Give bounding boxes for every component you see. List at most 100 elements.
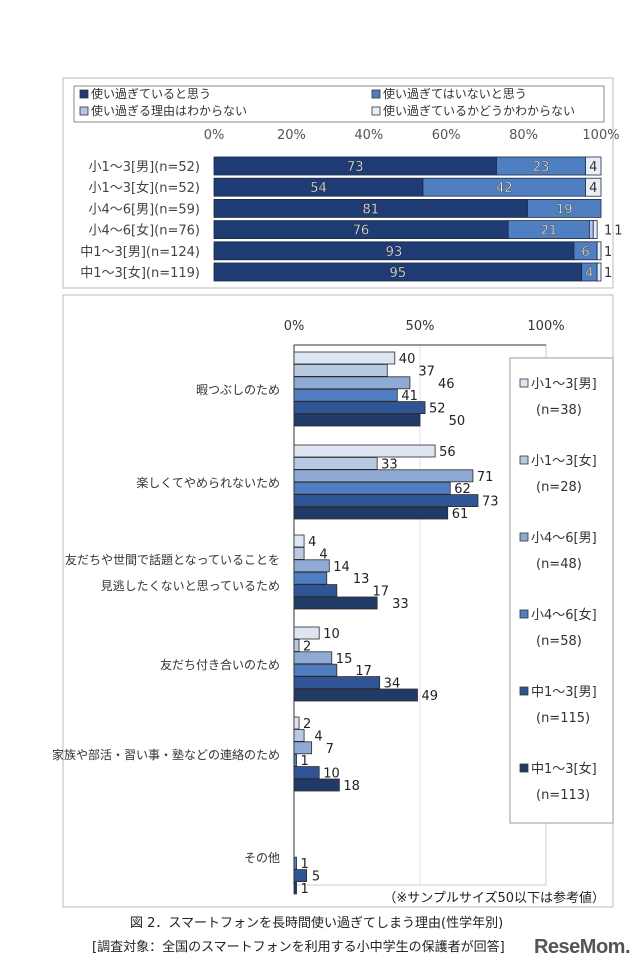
data-label: 4 <box>589 181 597 196</box>
data-label: 81 <box>362 202 379 217</box>
bar <box>293 559 330 573</box>
x-tick-label: 20% <box>277 128 306 143</box>
category-label: 中1～3[男](n=124) <box>80 245 200 260</box>
category-label: 家族や部活・習い事・塾などの連絡のため <box>52 747 280 762</box>
bar <box>293 881 297 895</box>
bar <box>293 778 340 792</box>
data-label: 1 <box>301 857 309 872</box>
category-label: その他 <box>244 851 280 865</box>
legend-label: 中1～3[女] <box>531 761 597 777</box>
legend-n: (n=48) <box>536 557 582 572</box>
data-label: 23 <box>533 160 550 175</box>
x-tick-label: 100% <box>582 128 619 143</box>
legend-n: (n=113) <box>536 788 590 803</box>
category-label: 暇つぶしのため <box>196 383 280 397</box>
category-label: 見逃したくないと思っているため <box>101 579 280 593</box>
data-label: 4 <box>314 729 322 744</box>
data-label: 4 <box>589 160 597 175</box>
data-label: 10 <box>323 767 340 782</box>
data-label: 93 <box>386 245 403 260</box>
data-label: 33 <box>392 597 409 612</box>
legend-label: 小4～6[男] <box>531 531 597 546</box>
x-tick-label: 0% <box>284 319 305 334</box>
data-label: 95 <box>390 266 407 281</box>
data-label: 50 <box>449 414 466 429</box>
data-label: 37 <box>418 364 435 379</box>
legend-label: 小1～3[男] <box>531 377 597 392</box>
top-legend-box <box>73 85 605 123</box>
bar <box>293 663 338 677</box>
bar <box>293 456 378 470</box>
bar <box>293 547 305 560</box>
stacked-bar-segment <box>527 198 602 218</box>
category-label: 楽しくてやめられないため <box>136 476 280 490</box>
bar <box>293 506 449 520</box>
data-label: 2 <box>303 639 311 654</box>
bottom-legend-box <box>509 357 614 824</box>
legend-label: 使い過ぎてはいないと思う <box>383 86 527 101</box>
bar <box>293 363 388 377</box>
bar <box>293 444 436 458</box>
data-label: 49 <box>421 689 438 704</box>
legend-n: (n=115) <box>536 711 590 726</box>
data-label: 1 <box>301 882 309 897</box>
data-label: 10 <box>323 627 340 642</box>
data-label: 52 <box>429 402 446 417</box>
bar <box>293 729 305 742</box>
legend-n: (n=58) <box>536 634 582 649</box>
resemom-logo: ReseMom. <box>533 936 631 958</box>
category-label: 小1～3[女](n=52) <box>88 180 200 196</box>
legend-swatch <box>519 763 529 773</box>
sample-size-note: （※サンプルサイズ50以下は参考値） <box>383 890 605 906</box>
bar <box>293 481 451 495</box>
data-label: 1 <box>604 266 612 281</box>
legend-swatch <box>519 609 529 619</box>
data-label: 4 <box>308 535 316 550</box>
data-label: 34 <box>384 677 401 692</box>
category-label: 中1～3[女](n=119) <box>80 265 200 281</box>
stacked-bar-segment <box>588 220 594 240</box>
bar <box>293 869 308 882</box>
x-tick-label: 60% <box>432 128 461 143</box>
stacked-bar-segment <box>596 262 602 282</box>
data-label: 19 <box>556 202 573 217</box>
x-tick-label: 50% <box>406 319 435 334</box>
data-label: 73 <box>482 495 499 510</box>
bar <box>293 651 333 665</box>
bar <box>293 351 396 365</box>
category-label: 友だち付き合いのため <box>160 657 280 672</box>
data-label: 1 <box>614 224 622 239</box>
data-label: 73 <box>347 160 364 175</box>
data-label: 14 <box>333 560 350 575</box>
legend-swatch <box>79 89 89 99</box>
data-label: 76 <box>353 224 370 239</box>
bar <box>293 741 313 755</box>
legend-label: 中1～3[男] <box>531 685 597 700</box>
x-tick-label: 0% <box>204 128 225 143</box>
bar <box>293 766 320 779</box>
bar <box>293 534 305 548</box>
legend-label: 使い過ぎているかどうかわからない <box>383 103 575 118</box>
stacked-bar-segment <box>585 156 602 176</box>
data-label: 17 <box>372 585 389 600</box>
data-label: 4 <box>319 547 327 562</box>
data-label: 15 <box>336 652 353 667</box>
data-label: 6 <box>581 245 589 260</box>
bar <box>293 856 297 870</box>
data-label: 40 <box>399 352 416 367</box>
legend-swatch <box>519 455 529 465</box>
top-chart-frame <box>62 77 614 289</box>
stacked-bar-segment <box>596 241 602 261</box>
figure-title: 図 2．スマートフォンを長時間使い過ぎてしまう理由(性学年別) <box>130 916 504 931</box>
bar <box>293 688 418 702</box>
legend-label: 小4～6[女] <box>531 607 597 623</box>
x-tick-label: 80% <box>509 128 538 143</box>
legend-label: 使い過ぎていると思う <box>91 86 211 101</box>
figure-subtitle: [調査対象：全国のスマートフォンを利用する小中学生の保護者が回答] <box>92 940 505 955</box>
category-label: 友だちや世間で話題となっていることを <box>65 552 280 567</box>
bar <box>293 676 381 689</box>
bar <box>293 413 421 427</box>
bar <box>293 626 320 640</box>
data-label: 7 <box>326 742 334 757</box>
